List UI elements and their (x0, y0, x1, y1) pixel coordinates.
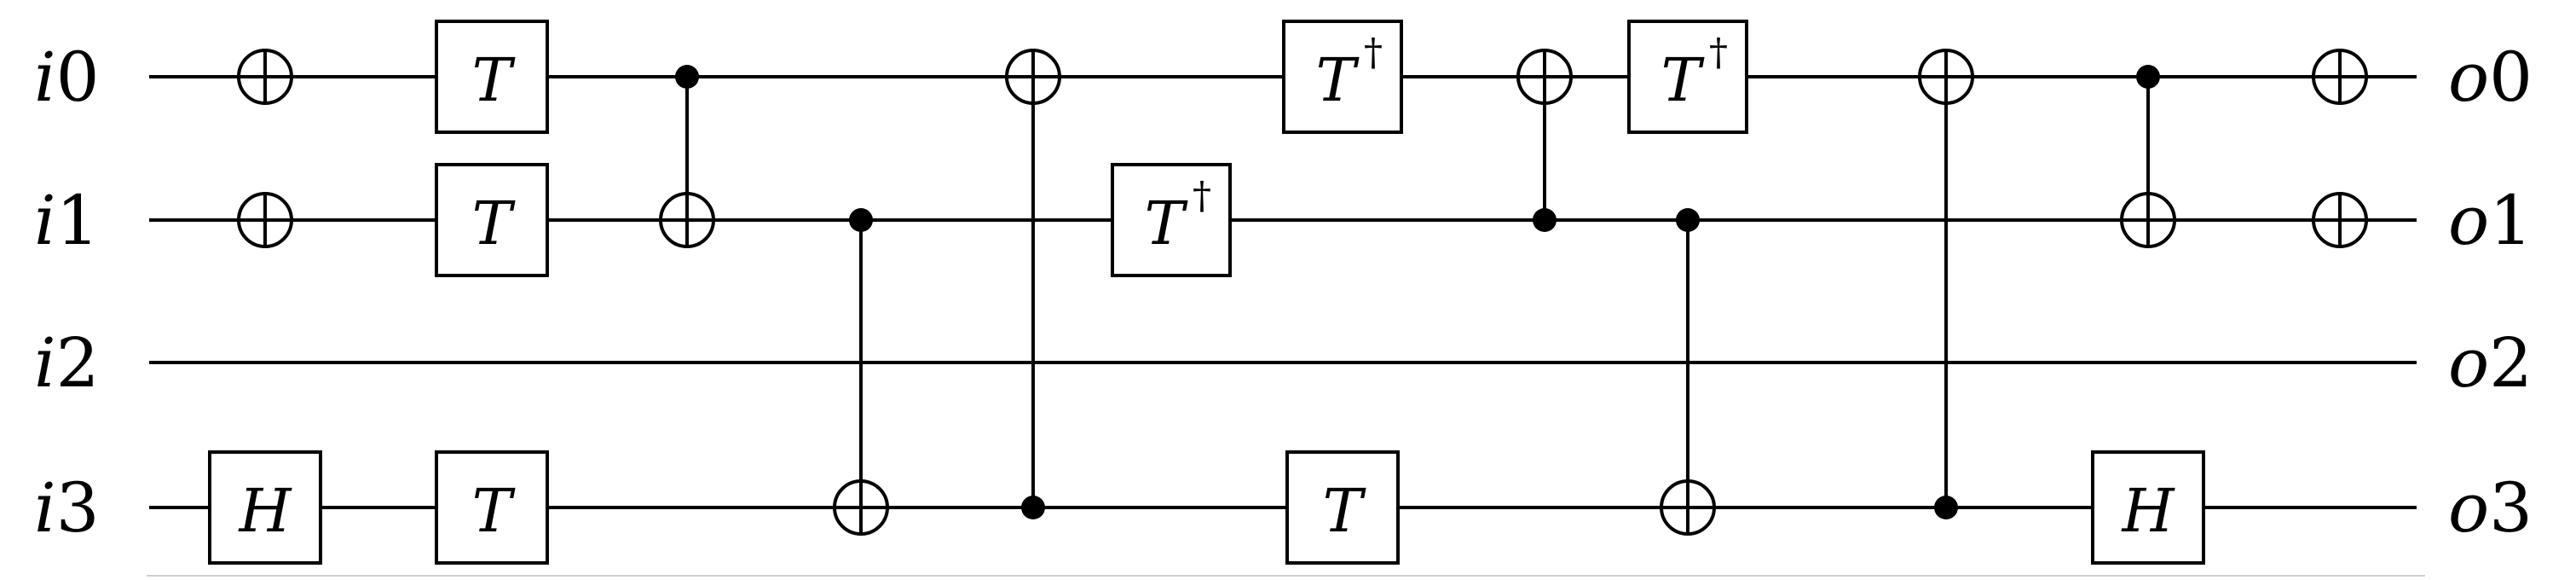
input-label-0: i0 (34, 38, 100, 117)
t-dagger-gate: T † (1627, 20, 1748, 134)
cnot-target-8 (1005, 49, 1061, 105)
t-gate: T (435, 20, 549, 134)
cnot-target-7 (833, 479, 889, 536)
cnot-target-16 (2120, 192, 2176, 248)
dagger-symbol: † (1364, 32, 1383, 75)
x-gate-18 (2312, 49, 2368, 105)
cnot-connectors (685, 77, 2150, 508)
gate-label: T (472, 476, 516, 546)
control-dot (2136, 65, 2160, 89)
gate-label: H (237, 476, 292, 546)
t-gate: T (435, 450, 549, 565)
output-label-1: o1 (2448, 181, 2533, 260)
control-dot (1533, 208, 1557, 232)
input-label-1: i1 (34, 181, 100, 260)
output-label-3: o3 (2448, 468, 2533, 548)
cnot-target-6 (659, 192, 715, 248)
h-gate: H (2091, 450, 2205, 565)
control-dot (675, 65, 699, 89)
control-dot (1934, 496, 1958, 519)
output-label-0: o0 (2448, 38, 2533, 117)
control-dot (1021, 496, 1045, 519)
gate-label: T (472, 188, 516, 258)
gate-label: T (1661, 45, 1705, 115)
x-gate-19 (2312, 192, 2368, 248)
cnot-target-15 (1918, 49, 1974, 105)
control-dot (849, 208, 873, 232)
control-dot (1676, 208, 1700, 232)
t-dagger-gate: T † (1282, 20, 1403, 134)
gate-label: T (1316, 45, 1360, 115)
gate-label: H (2120, 476, 2175, 546)
cnot-target-14 (1660, 479, 1716, 536)
x-gate-0 (237, 49, 293, 105)
cnot-target-12 (1516, 49, 1573, 105)
wire-labels: i0 i1 i2 i3 o0 o1 o2 o3 (34, 38, 2533, 548)
gate-label: T (1145, 188, 1188, 258)
t-gate: T (1285, 450, 1400, 565)
input-label-3: i3 (34, 468, 100, 548)
h-gate: H (208, 450, 322, 565)
dagger-symbol: † (1709, 32, 1728, 75)
x-gate-1 (237, 192, 293, 248)
t-gate: T (435, 163, 549, 277)
output-label-2: o2 (2448, 323, 2533, 403)
t-dagger-gate: T † (1111, 163, 1232, 277)
dagger-symbol: † (1193, 175, 1211, 218)
gate-label: T (1323, 476, 1366, 546)
qubit-wires (149, 75, 2417, 509)
input-label-2: i2 (34, 323, 100, 403)
gate-label: T (472, 45, 516, 115)
